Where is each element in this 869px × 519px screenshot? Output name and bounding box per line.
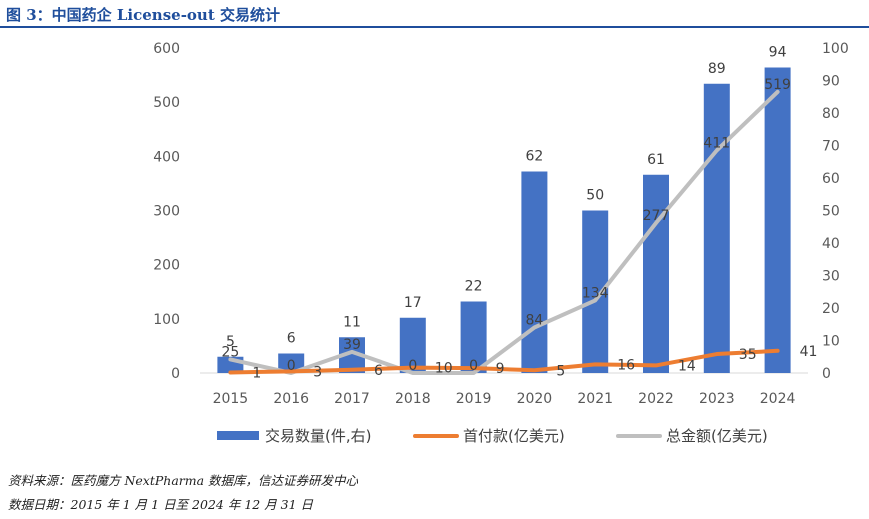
deal-count-label: 50 xyxy=(586,188,604,204)
right-axis-tick-label: 90 xyxy=(822,74,840,90)
deal-count-label: 22 xyxy=(465,279,483,295)
upfront-label: 16 xyxy=(617,357,635,373)
legend-label: 总金额(亿美元) xyxy=(666,427,768,445)
total-amount-label: 519 xyxy=(764,77,791,93)
right-axis-ticks: 0 10 20 30 40 50 60 70 80 90 100 xyxy=(822,41,849,382)
date-note: 数据日期：2015 年 1 月 1 日至 2024 年 12 月 31 日 xyxy=(8,497,314,512)
upfront-label: 9 xyxy=(496,361,505,377)
upfront-label: 3 xyxy=(313,364,322,380)
deal-count-label: 94 xyxy=(769,45,787,61)
deal-count-bar xyxy=(643,174,669,373)
right-axis-tick-label: 10 xyxy=(822,334,840,350)
x-axis-tick-label: 2019 xyxy=(456,391,492,407)
x-axis-tick-label: 2021 xyxy=(577,391,613,407)
figure-title: 图 3：中国药企 License-out 交易统计 xyxy=(6,6,280,24)
left-axis-tick-label: 500 xyxy=(153,95,180,111)
title-rule xyxy=(0,26,869,28)
total-amount-label: 84 xyxy=(525,313,543,329)
upfront-label: 5 xyxy=(556,363,565,379)
deal-count-bar xyxy=(521,171,548,373)
left-axis-tick-label: 600 xyxy=(153,41,180,57)
x-axis-tick-label: 2020 xyxy=(517,391,553,407)
deal-count-bars xyxy=(217,67,791,373)
total-amount-line xyxy=(228,89,780,375)
left-axis-tick-label: 100 xyxy=(153,312,180,328)
x-axis-tick-label: 2022 xyxy=(638,391,674,407)
x-axis-tick-label: 2018 xyxy=(395,391,431,407)
total-amount-label: 134 xyxy=(582,285,609,301)
deal-count-bar xyxy=(278,353,305,373)
upfront-label: 14 xyxy=(678,358,696,374)
left-axis-tick-label: 0 xyxy=(171,366,180,382)
deal-count-label: 89 xyxy=(708,61,726,77)
total-amount-label: 0 xyxy=(408,358,417,374)
x-axis-tick-label: 2023 xyxy=(699,391,735,407)
total-amount-label: 0 xyxy=(287,358,296,374)
right-axis-tick-label: 0 xyxy=(822,366,831,382)
legend: 交易数量(件,右) 首付款(亿美元) 总金额(亿美元) xyxy=(217,427,768,445)
deal-count-bar xyxy=(764,67,791,373)
upfront-label: 6 xyxy=(374,363,383,379)
left-axis-tick-label: 300 xyxy=(153,204,180,220)
legend-label: 交易数量(件,右) xyxy=(265,427,371,445)
x-axis-tick-label: 2015 xyxy=(213,391,249,407)
right-axis-tick-label: 60 xyxy=(822,171,840,187)
upfront-label: 41 xyxy=(800,344,818,360)
right-axis-tick-label: 50 xyxy=(822,204,840,220)
right-axis-tick-label: 100 xyxy=(822,41,849,57)
deal-count-label: 61 xyxy=(647,152,665,168)
source-note: 资料来源：医药魔方 NextPharma 数据库，信达证券研发中心 xyxy=(8,473,359,488)
total-amount-label: 277 xyxy=(643,208,670,224)
total-amount-label: 0 xyxy=(469,358,478,374)
total-amount-label: 39 xyxy=(343,337,361,353)
x-axis-tick-label: 2017 xyxy=(334,391,370,407)
deal-count-bar xyxy=(703,83,730,373)
deal-count-bar xyxy=(399,317,426,373)
total-amount-label: 411 xyxy=(703,135,730,151)
total-amount-label: 25 xyxy=(221,344,239,360)
legend-label: 首付款(亿美元) xyxy=(463,427,565,445)
left-axis-tick-label: 400 xyxy=(153,149,180,165)
x-axis-ticks: 2015 2016 2017 2018 2019 2020 2021 2022 2023 2024 xyxy=(213,391,796,407)
deal-count-label: 11 xyxy=(343,314,361,330)
right-axis-tick-label: 80 xyxy=(822,106,840,122)
left-axis-tick-label: 200 xyxy=(153,258,180,274)
deal-count-label: 17 xyxy=(404,295,422,311)
right-axis-tick-label: 20 xyxy=(822,301,840,317)
right-axis-tick-label: 40 xyxy=(822,236,840,252)
upfront-label: 35 xyxy=(739,347,757,363)
x-axis-tick-label: 2016 xyxy=(273,391,309,407)
right-axis-tick-label: 30 xyxy=(822,269,840,285)
x-axis-tick-label: 2024 xyxy=(760,391,796,407)
upfront-label: 10 xyxy=(435,361,453,377)
upfront-line xyxy=(228,348,780,375)
legend-swatch-bars xyxy=(217,431,259,440)
deal-count-bar xyxy=(460,301,487,373)
upfront-label: 1 xyxy=(252,365,261,381)
right-axis-tick-label: 70 xyxy=(822,139,840,155)
deal-count-label: 6 xyxy=(287,331,296,347)
deal-count-label: 62 xyxy=(525,149,543,165)
left-axis-ticks: 0 100 200 300 400 500 600 xyxy=(153,41,180,382)
amount-lines xyxy=(228,89,780,375)
deal-count-label: 5 xyxy=(226,334,235,350)
